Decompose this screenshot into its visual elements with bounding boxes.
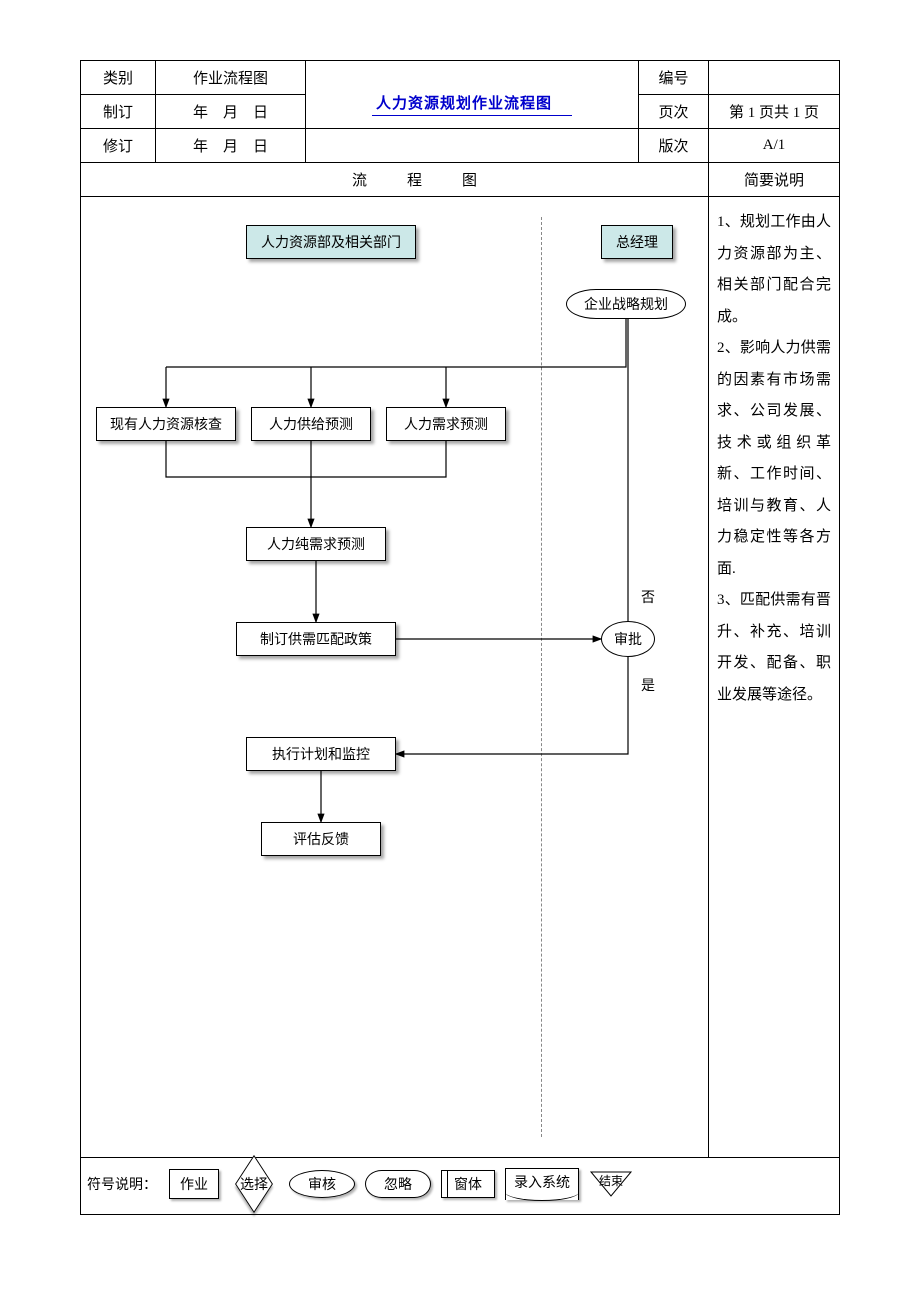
node-n-approve: 审批 xyxy=(601,621,655,657)
doc-title-cell: 人力资源规划作业流程图 xyxy=(306,61,639,129)
hdr-page-label: 页次 xyxy=(639,95,709,129)
hdr-page-value: 第 1 页共 1 页 xyxy=(709,95,839,129)
node-n-eval: 评估反馈 xyxy=(261,822,381,856)
node-n-demand: 人力需求预测 xyxy=(386,407,506,441)
body-row: 人力资源部及相关部门 总经理企业战略规划现有人力资源核查人力供给预测人力需求预测人… xyxy=(81,197,839,1158)
legend-rect: 作业 xyxy=(169,1169,219,1199)
header-table: 类别 作业流程图 人力资源规划作业流程图 编号 制订 年 月 日 页次 第 1 … xyxy=(81,61,839,163)
decision-label-0: 否 xyxy=(641,587,655,607)
legend-diamond: 选择 xyxy=(229,1170,279,1198)
hdr-num-value xyxy=(709,61,839,95)
hdr-title-blank xyxy=(306,129,639,163)
lane-tag-lane-gm: 总经理 xyxy=(601,225,673,259)
hdr-cat-value: 作业流程图 xyxy=(156,61,306,95)
flowchart-area: 人力资源部及相关部门 总经理企业战略规划现有人力资源核查人力供给预测人力需求预测人… xyxy=(81,197,709,1157)
hdr-rev-label: 修订 xyxy=(81,129,156,163)
hdr-rev-value: 年 月 日 xyxy=(156,129,306,163)
doc-title: 人力资源规划作业流程图 xyxy=(372,90,572,116)
hdr-make-label: 制订 xyxy=(81,95,156,129)
node-n-check: 现有人力资源核查 xyxy=(96,407,236,441)
legend-row: 符号说明： 作业 选择 审核 忽略 窗体 录入系统 结束 xyxy=(81,1158,839,1214)
worksheet: 类别 作业流程图 人力资源规划作业流程图 编号 制订 年 月 日 页次 第 1 … xyxy=(80,60,840,1215)
node-n-exec: 执行计划和监控 xyxy=(246,737,396,771)
decision-label-1: 是 xyxy=(641,675,655,695)
desc-column-title: 简要说明 xyxy=(709,163,839,197)
lane-divider xyxy=(541,217,542,1137)
legend-round: 忽略 xyxy=(365,1170,431,1198)
hdr-make-value: 年 月 日 xyxy=(156,95,306,129)
section-header-row: 流程图 简要说明 xyxy=(81,163,839,197)
hdr-ver-label: 版次 xyxy=(639,129,709,163)
hdr-num-label: 编号 xyxy=(639,61,709,95)
legend-label: 符号说明： xyxy=(87,1174,157,1194)
flow-column-title: 流程图 xyxy=(81,163,709,197)
hdr-ver-value: A/1 xyxy=(709,129,839,163)
legend-ellipse: 审核 xyxy=(289,1170,355,1198)
node-n-policy: 制订供需匹配政策 xyxy=(236,622,396,656)
description-text: 1、规划工作由人力资源部为主、相关部门配合完成。2、影响人力供需的因素有市场需求… xyxy=(709,197,839,1157)
legend-triangle: 结束 xyxy=(589,1170,633,1198)
hdr-cat-label: 类别 xyxy=(81,61,156,95)
legend-doc: 录入系统 xyxy=(505,1168,579,1200)
node-n-net: 人力纯需求预测 xyxy=(246,527,386,561)
legend-window: 窗体 xyxy=(441,1170,495,1198)
node-n-strategy: 企业战略规划 xyxy=(566,289,686,319)
connector-layer xyxy=(81,197,708,1157)
node-n-supply: 人力供给预测 xyxy=(251,407,371,441)
lane-tag-lane-hr: 人力资源部及相关部门 xyxy=(246,225,416,259)
